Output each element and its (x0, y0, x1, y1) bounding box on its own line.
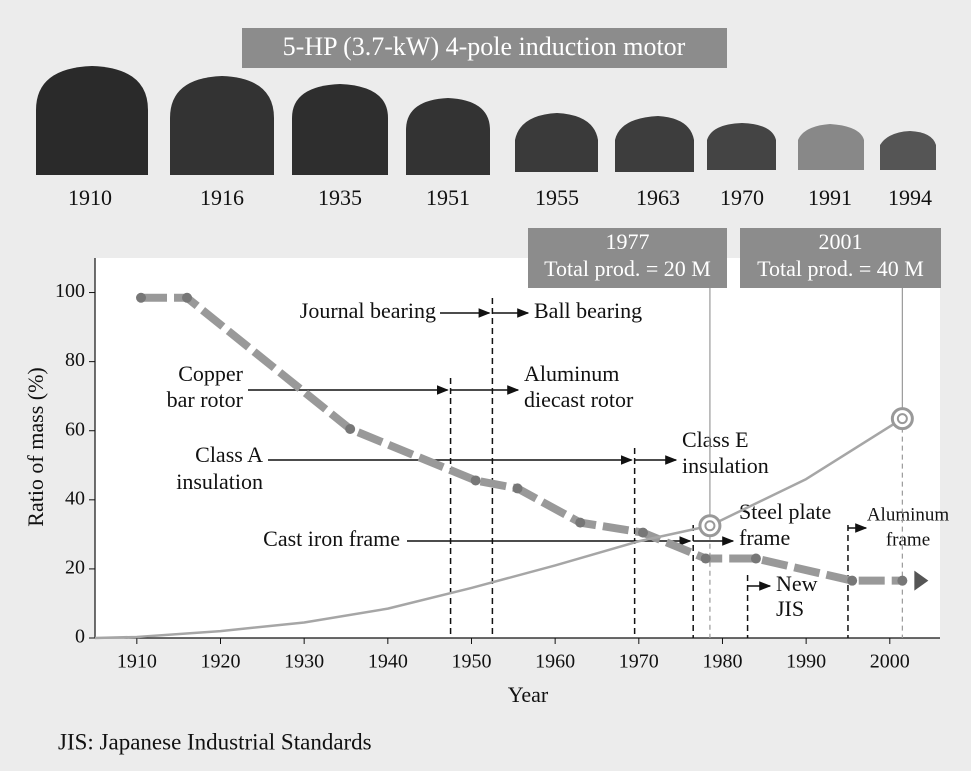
event-to: JIS (776, 596, 804, 621)
x-tick-label: 1970 (619, 651, 659, 673)
photo-year: 1951 (426, 185, 470, 210)
callout-text: Total prod. = 40 M (757, 256, 924, 281)
series-arrowhead (914, 570, 929, 591)
event-to: Ball bearing (534, 298, 642, 323)
x-tick-label: 1960 (535, 651, 575, 673)
event-from: Cast iron frame (263, 526, 400, 551)
event-from: Class A (195, 442, 263, 467)
event-from: Copper (178, 361, 243, 386)
event-to: Aluminum (867, 504, 950, 525)
callout-text: Total prod. = 20 M (544, 256, 711, 281)
y-tick-label: 0 (75, 626, 85, 648)
x-tick-label: 1920 (200, 651, 240, 673)
footnote: JIS: Japanese Industrial Standards (58, 729, 372, 754)
photo-year: 1963 (636, 185, 680, 210)
event-from: insulation (176, 469, 263, 494)
event-from: bar rotor (167, 387, 244, 412)
title: 5-HP (3.7-kW) 4-pole induction motor (283, 32, 686, 61)
event-to: insulation (682, 453, 769, 478)
data-point (897, 575, 908, 586)
x-tick-label: 1940 (368, 651, 408, 673)
data-point (575, 517, 586, 528)
event-to: Aluminum (524, 361, 619, 386)
callout-year: 1977 (606, 229, 650, 254)
y-tick-label: 60 (65, 418, 85, 440)
photo-year: 1991 (808, 185, 852, 210)
callout-marker-inner (896, 413, 908, 425)
data-point (345, 424, 356, 434)
photo-year: 1935 (318, 185, 362, 210)
photo-year: 1910 (68, 185, 112, 210)
y-tick-label: 80 (65, 349, 85, 371)
data-point (182, 292, 193, 303)
event-to: frame (886, 529, 930, 550)
data-point (470, 475, 481, 486)
y-axis-label: Ratio of mass (%) (23, 367, 48, 526)
data-point (700, 553, 711, 564)
data-point (847, 575, 858, 586)
event-to: frame (739, 525, 790, 550)
x-tick-label: 1980 (702, 651, 742, 673)
y-tick-label: 100 (55, 280, 85, 302)
data-point (750, 553, 761, 564)
photo-year: 1994 (888, 185, 932, 210)
callout-year: 2001 (819, 229, 863, 254)
callout-marker-inner (704, 520, 716, 532)
x-tick-label: 1910 (117, 651, 157, 673)
event-to: Steel plate (739, 499, 831, 524)
x-tick-label: 2000 (870, 651, 910, 673)
motor-photos (36, 66, 936, 175)
callout-box (528, 228, 727, 288)
data-point (512, 483, 523, 494)
x-tick-label: 1950 (451, 651, 491, 673)
event-from: Journal bearing (300, 298, 436, 323)
series-line (94, 417, 904, 640)
photo-year: 1916 (200, 185, 244, 210)
x-tick-label: 1990 (786, 651, 826, 673)
callout-box (740, 228, 941, 288)
x-axis-label: Year (508, 682, 549, 707)
event-to: diecast rotor (524, 387, 634, 412)
title-box (242, 28, 727, 68)
photo-year: 1955 (535, 185, 579, 210)
data-point (637, 527, 648, 538)
data-point (136, 292, 147, 303)
y-tick-label: 20 (65, 557, 85, 579)
y-tick-label: 40 (65, 487, 85, 509)
x-tick-label: 1930 (284, 651, 324, 673)
event-to: Class E (682, 427, 749, 452)
photo-year: 1970 (720, 185, 764, 210)
